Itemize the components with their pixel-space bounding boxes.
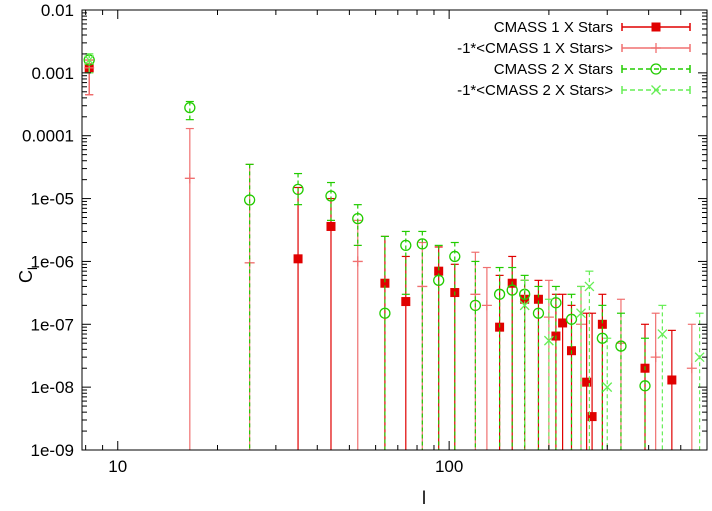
- y-tick-label: 0.01: [41, 1, 74, 20]
- legend-marker: [651, 22, 661, 32]
- data-point: [533, 294, 543, 304]
- y-tick-label: 1e-05: [31, 190, 74, 209]
- data-point: [243, 194, 256, 206]
- y-tick-label: 1e-09: [31, 441, 74, 460]
- data-point: [657, 329, 668, 339]
- data-point: [650, 352, 661, 363]
- x-tick-label: 10: [108, 457, 127, 476]
- plot-frame: [81, 9, 708, 451]
- x-tick-label: 100: [435, 457, 463, 476]
- data-point: [686, 363, 697, 374]
- y-tick-label: 0.001: [31, 64, 74, 83]
- y-tick-label: 1e-08: [31, 378, 74, 397]
- data-point: [532, 307, 545, 319]
- data-point: [184, 173, 195, 184]
- data-point: [184, 101, 196, 114]
- data-point: [380, 278, 390, 288]
- data-point: [434, 266, 444, 276]
- legend-label: CMASS 2 X Stars: [494, 61, 613, 78]
- y-tick-label: 0.0001: [22, 127, 74, 146]
- y-tick-label: 1e-07: [31, 315, 74, 334]
- data-point: [694, 352, 705, 363]
- data-point: [565, 313, 578, 325]
- axes: 0.01 0.001 0.0001 1e-05 1e-06 1e-07 1e-08 1e-09…: [22, 1, 708, 476]
- series-3: [83, 53, 651, 450]
- legend: CMASS 1 X Stars -1*<CMASS 1 X Stars> CMASS…: [457, 19, 691, 99]
- data-point: [379, 307, 391, 319]
- y-tick-label: 1e-06: [31, 252, 74, 271]
- data-point: [469, 299, 482, 312]
- data-point: [293, 254, 303, 264]
- legend-marker: [650, 63, 662, 75]
- data-point: [584, 281, 595, 292]
- data-point: [292, 183, 304, 196]
- plot-area: [83, 53, 705, 450]
- data-point: [352, 212, 364, 225]
- data-point: [550, 297, 562, 309]
- legend-marker: [651, 43, 661, 53]
- data-point: [639, 380, 651, 392]
- data-point: [326, 221, 336, 231]
- data-point: [597, 319, 607, 329]
- data-point: [576, 308, 586, 319]
- y-axis-title: Cl: [16, 267, 40, 283]
- legend-label: -1*<CMASS 2 X Stars>: [457, 82, 613, 99]
- data-point: [667, 375, 677, 385]
- data-point: [519, 300, 530, 311]
- data-point: [587, 412, 597, 422]
- data-point: [615, 340, 627, 352]
- data-point: [558, 318, 568, 328]
- series-4: [84, 53, 705, 450]
- data-point: [506, 284, 518, 296]
- series-2: [84, 59, 697, 450]
- data-point: [325, 190, 337, 202]
- data-point: [582, 377, 592, 387]
- data-point: [449, 250, 461, 263]
- legend-label: -1*<CMASS 1 X Stars>: [457, 40, 613, 57]
- data-point: [602, 382, 613, 393]
- legend-marker: [651, 85, 661, 95]
- data-point: [352, 256, 363, 267]
- legend-label: CMASS 1 X Stars: [494, 19, 613, 36]
- data-point: [433, 274, 445, 287]
- data-point: [401, 297, 411, 307]
- x-axis-title: l: [422, 488, 426, 508]
- data-point: [416, 238, 428, 250]
- data-point: [481, 300, 492, 311]
- data-point: [84, 55, 95, 65]
- series-1: [84, 59, 677, 450]
- data-point: [400, 239, 412, 252]
- data-point: [543, 335, 554, 346]
- data-point: [493, 288, 506, 300]
